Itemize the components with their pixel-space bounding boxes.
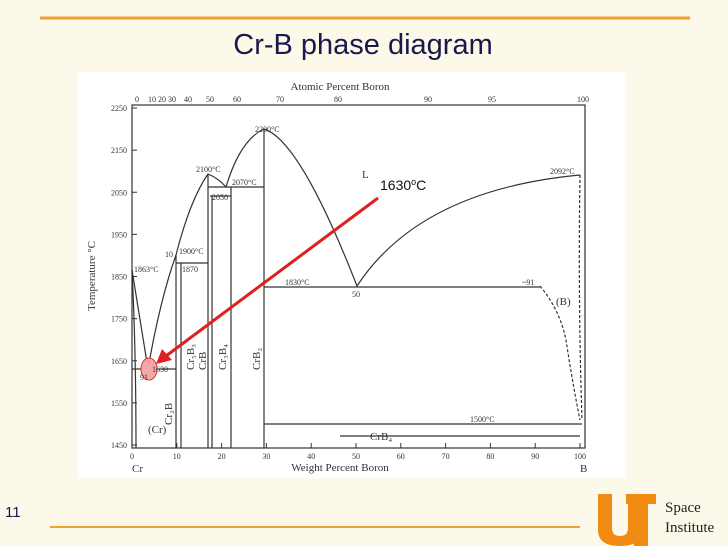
diagram-scan: [78, 72, 625, 478]
temperature-label: 2092°C: [550, 167, 575, 176]
annotation-number: 1630: [380, 177, 411, 193]
y-tick-label: 1650: [111, 357, 127, 366]
x-tick-label: 80: [486, 452, 494, 461]
top-tick-label: 0: [135, 95, 139, 104]
x-tick-label: 100: [574, 452, 586, 461]
ut-logo: [598, 494, 656, 546]
x-tick-label: 90: [531, 452, 539, 461]
y-tick-label: 2150: [111, 146, 127, 155]
logo-u: [598, 494, 642, 546]
arrow-head: [156, 349, 172, 364]
highlight-circle: [140, 357, 158, 381]
phase-label: CrB₂: [251, 348, 263, 370]
temperature-label: 1830°C: [285, 278, 310, 287]
y-tick-label: 1950: [111, 230, 127, 239]
phase-label: (B): [556, 296, 571, 308]
y-tick-label: 2050: [111, 188, 127, 197]
element-label: B: [580, 463, 587, 475]
temperature-label: 2050: [212, 193, 228, 202]
temperature-label: 2070°C: [232, 178, 257, 187]
top-tick-label: 30: [168, 95, 176, 104]
temperature-label: 1900°C: [179, 247, 204, 256]
boron-liquidus: [578, 174, 583, 421]
logo-text: Space: [665, 500, 701, 516]
phase-label: CrB: [197, 352, 209, 370]
temperature-label: ~91: [522, 278, 534, 287]
temperature-label: 2200°C: [255, 125, 280, 134]
top-tick-label: 40: [184, 95, 192, 104]
temperature-label: 1863°C: [134, 265, 159, 274]
x-tick-label: 60: [397, 452, 405, 461]
phase-label: (Cr): [148, 424, 167, 436]
top-tick-label: 20: [158, 95, 166, 104]
x-tick-label: 0: [130, 452, 134, 461]
x-tick-label: 20: [218, 452, 226, 461]
logo-t: [626, 494, 656, 546]
temperature-label: 1500°C: [470, 415, 495, 424]
temperature-label: 91: [140, 373, 148, 382]
temperature-label: 1630: [152, 365, 168, 374]
slide-title: Cr-B phase diagram: [233, 29, 493, 61]
annotation-sup: o: [411, 177, 416, 187]
axis-label: Temperature °C: [86, 241, 98, 311]
element-label: Cr: [132, 463, 143, 475]
annotation-unit: C: [416, 177, 426, 193]
x-tick-label: 40: [307, 452, 315, 461]
logo-text: Institute: [665, 520, 715, 536]
phase-label: Cr₂B: [163, 403, 175, 425]
x-tick-label: 50: [352, 452, 360, 461]
y-tick-label: 2250: [111, 104, 127, 113]
phase-label: L: [362, 169, 369, 181]
top-tick-label: 50: [206, 95, 214, 104]
phase-label: Cr₃B₄: [217, 344, 229, 370]
annotation: 1630oC: [380, 177, 426, 193]
temperature-label: 2100°C: [196, 165, 221, 174]
top-tick-label: 90: [424, 95, 432, 104]
y-tick-label: 1450: [111, 441, 127, 450]
top-tick-label: 60: [233, 95, 241, 104]
phase-diagram: [131, 104, 586, 449]
y-tick-label: 1750: [111, 315, 127, 324]
phase-label: CrB₄: [370, 431, 392, 443]
slide-number: 11: [5, 504, 21, 521]
arrow-shaft: [165, 196, 379, 358]
temperature-label: 50: [352, 290, 360, 299]
x-tick-label: 10: [173, 452, 181, 461]
axis-label: Weight Percent Boron: [291, 462, 389, 474]
x-tick-label: 30: [262, 452, 270, 461]
temperature-label: 1870: [182, 265, 198, 274]
x-tick-label: 70: [442, 452, 450, 461]
top-tick-label: 80: [334, 95, 342, 104]
top-tick-label: 95: [488, 95, 496, 104]
top-tick-label: 10: [148, 95, 156, 104]
boron-solvus: [539, 285, 581, 421]
axis-label: Atomic Percent Boron: [291, 81, 390, 93]
temperature-label: 10: [165, 250, 173, 259]
top-tick-label: 100: [577, 95, 589, 104]
y-tick-label: 1850: [111, 273, 127, 282]
phase-label: Cr₅B₃: [185, 344, 197, 370]
y-tick-label: 1550: [111, 399, 127, 408]
cr-solvus: [131, 269, 137, 449]
top-tick-label: 70: [276, 95, 284, 104]
